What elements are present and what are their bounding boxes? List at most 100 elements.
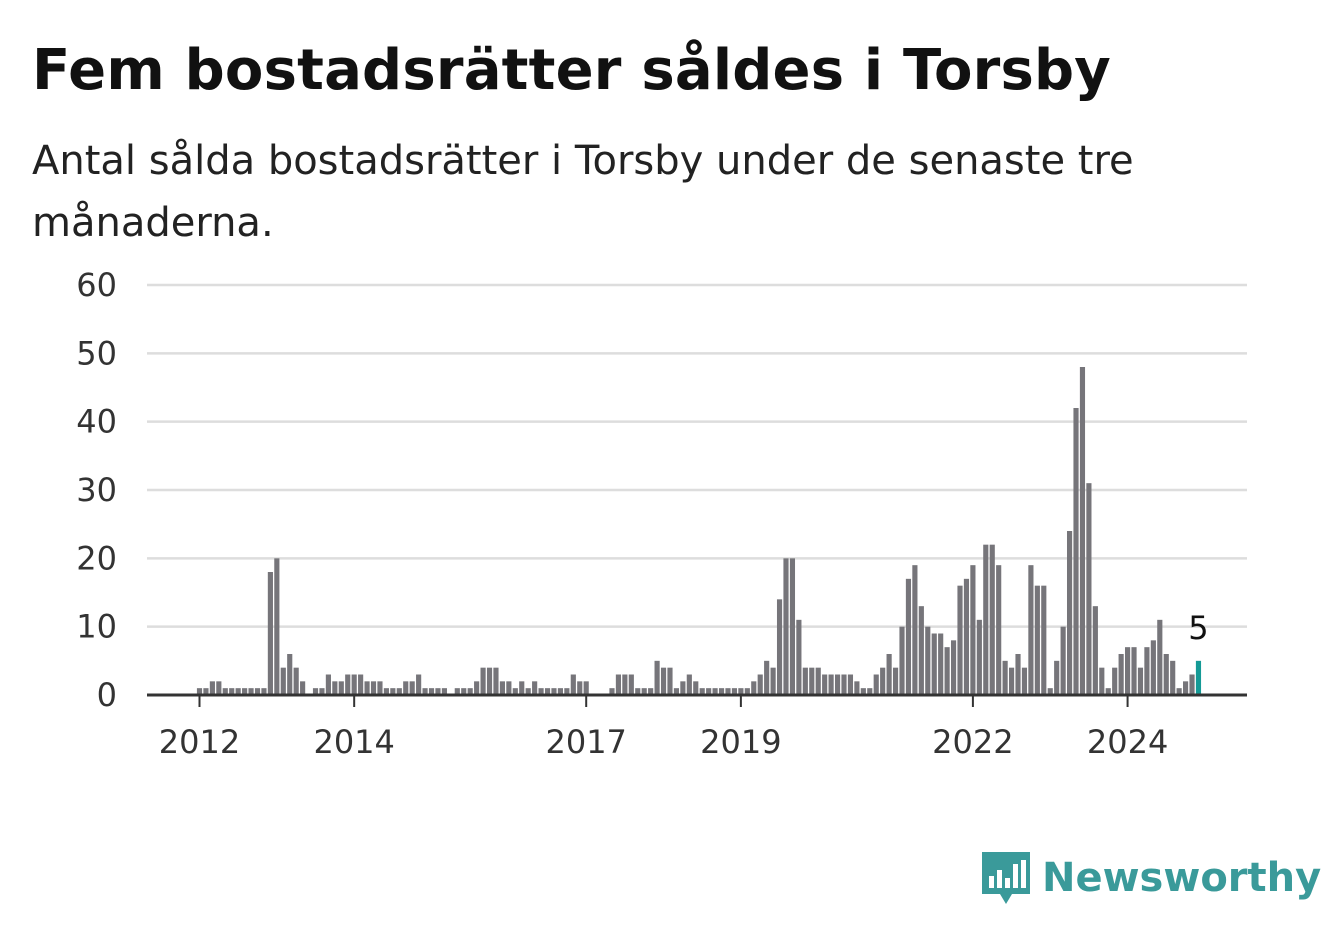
bar [261,688,267,695]
bar [358,674,364,695]
x-tick-label: 2022 [932,723,1013,761]
bar [499,681,505,695]
bar [1054,660,1060,695]
bar [925,626,931,695]
bar [654,660,660,695]
bar [416,674,422,695]
bar [957,585,963,695]
data-labels: 5 [1188,609,1208,647]
chart-title: Fem bostadsrätter såldes i Torsby [32,38,1111,103]
bar [725,688,731,695]
bar [822,674,828,695]
bar [435,688,441,695]
y-tick-label: 30 [76,471,117,509]
bar [667,667,673,695]
bar [1125,647,1131,695]
bar [254,688,261,695]
bar [532,681,538,695]
bar [873,674,879,695]
bar [267,572,273,695]
bar [1118,654,1124,695]
bar [480,667,486,695]
bar [854,681,860,695]
bar [338,681,344,695]
bar [519,681,525,695]
bar [242,688,248,695]
bar [815,667,821,695]
bar [1112,667,1118,695]
bar [796,619,802,695]
bar [461,688,467,695]
bar [609,688,615,695]
bar [899,626,905,695]
bar [583,681,589,695]
bar [950,640,957,695]
bar [428,688,435,695]
bar [512,688,518,695]
x-tick-label: 2024 [1087,723,1168,761]
bar [1131,647,1137,695]
bar [918,606,924,695]
bar [648,688,654,695]
bar [390,688,396,695]
bar [841,674,847,695]
bars [196,367,1202,695]
bar [1002,660,1008,695]
highlight-bar [1195,660,1202,695]
bar [325,674,331,695]
bar [1073,408,1079,695]
bar [564,688,570,695]
bar [506,681,512,695]
bar-chart: 0 10 20 30 40 50 60 2012 2014 2017 2019 2022 2024 5 [76,266,1247,761]
bar [203,688,209,695]
bar [751,681,757,695]
bar [996,565,1002,695]
bar [319,688,325,695]
bar [396,688,402,695]
bar-chart-speech-bubble-icon [982,852,1030,904]
y-tick-label: 0 [97,676,117,714]
bar [1028,565,1034,695]
bar [1189,674,1195,695]
bar [789,558,796,695]
y-axis-ticks: 0 10 20 30 40 50 60 [76,266,117,714]
bar [886,654,892,695]
x-tick-label: 2019 [700,723,781,761]
bar [1176,688,1182,695]
bar [403,681,409,695]
bar [912,565,918,695]
bar [706,688,712,695]
bar [1105,688,1111,695]
bar [673,688,680,695]
bar [931,633,937,695]
bar [274,558,280,695]
bar [731,688,738,695]
bar [293,667,299,695]
bar [770,667,776,695]
bar [892,667,899,695]
bar [557,688,563,695]
bar [1086,483,1092,695]
bar [963,578,970,695]
y-tick-label: 60 [76,266,117,304]
bar [486,667,493,695]
bar [1163,654,1169,695]
bar [1150,640,1156,695]
bar [802,667,808,695]
bar [364,681,370,695]
bar [1060,626,1066,695]
bar [693,681,699,695]
bar [976,619,982,695]
bar [1066,531,1073,695]
bar [570,674,576,695]
x-tick-label: 2012 [159,723,240,761]
y-tick-label: 10 [76,608,117,646]
bar [1092,606,1098,695]
bar [970,565,976,695]
bar [880,667,886,695]
bar [229,688,235,695]
bar [1099,667,1105,695]
highlight-value-label: 5 [1188,609,1208,647]
x-tick-label: 2014 [313,723,394,761]
bar [680,681,686,695]
